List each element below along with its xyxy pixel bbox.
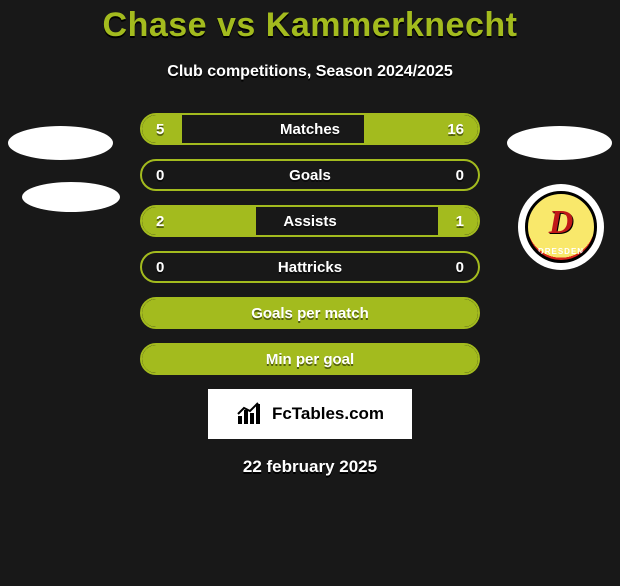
club-badge-letter: D — [549, 204, 574, 242]
stat-value-right: 16 — [447, 121, 464, 138]
stat-label: Matches — [280, 121, 340, 138]
stat-label: Assists — [283, 213, 336, 230]
stat-value-right: 0 — [456, 259, 464, 276]
attribution-box[interactable]: FcTables.com — [208, 389, 412, 439]
attribution-text: FcTables.com — [272, 404, 384, 424]
stat-value-left: 0 — [156, 167, 164, 184]
club-badge-inner: D DRESDEN — [525, 191, 597, 263]
club-badge: D DRESDEN — [518, 184, 604, 270]
stat-value-right: 0 — [456, 167, 464, 184]
stat-label: Goals — [289, 167, 331, 184]
stat-row: Goals per match — [140, 297, 480, 329]
page-title: Chase vs Kammerknecht — [0, 6, 620, 45]
stat-label: Goals per match — [251, 305, 369, 322]
stat-label: Hattricks — [278, 259, 342, 276]
player-right-avatar — [507, 126, 612, 160]
subtitle: Club competitions, Season 2024/2025 — [0, 63, 620, 81]
date-text: 22 february 2025 — [0, 457, 620, 477]
stat-value-left: 5 — [156, 121, 164, 138]
stat-value-right: 1 — [456, 213, 464, 230]
stat-row: 5 Matches 16 — [140, 113, 480, 145]
player-left-avatar-1 — [8, 126, 113, 160]
stat-row: 2 Assists 1 — [140, 205, 480, 237]
player-left-avatar-2 — [22, 182, 120, 212]
club-badge-text: DRESDEN — [538, 247, 584, 256]
chart-bars-icon — [236, 402, 266, 426]
stat-value-left: 0 — [156, 259, 164, 276]
stat-label: Min per goal — [266, 351, 354, 368]
stat-row: 0 Goals 0 — [140, 159, 480, 191]
stat-row: 0 Hattricks 0 — [140, 251, 480, 283]
stat-value-left: 2 — [156, 213, 164, 230]
stat-row: Min per goal — [140, 343, 480, 375]
